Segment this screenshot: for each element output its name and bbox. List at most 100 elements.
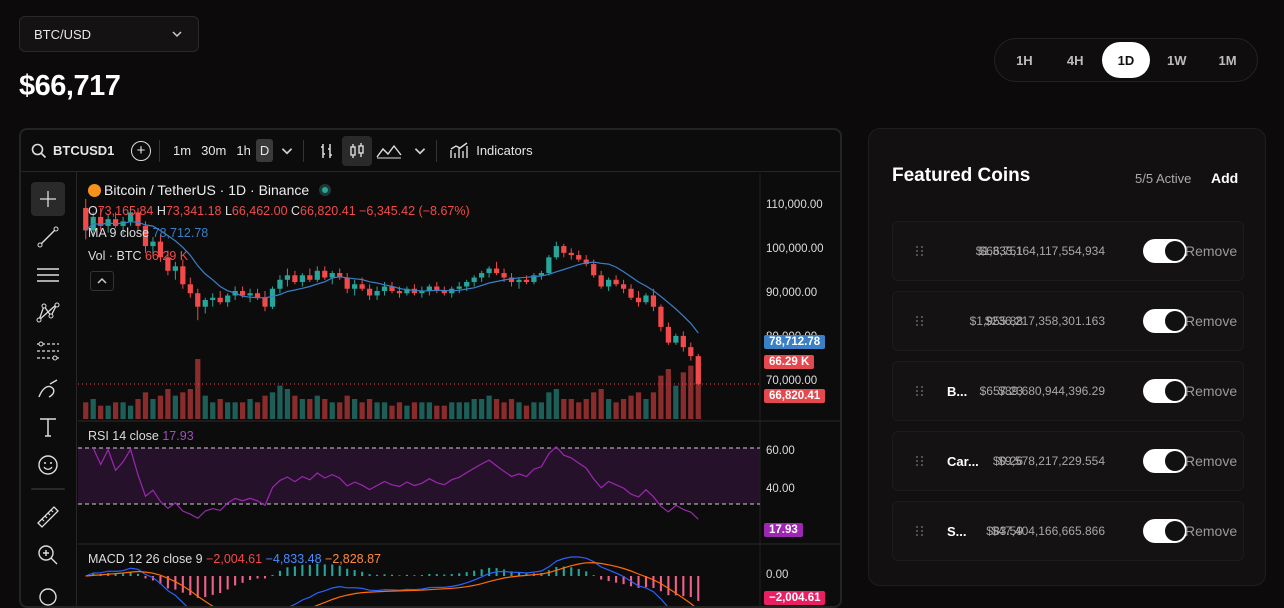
candle-body xyxy=(456,286,462,289)
horizontal-lines-icon[interactable] xyxy=(31,258,65,292)
zoom-in-icon[interactable] xyxy=(31,538,65,572)
remove-coin-button[interactable]: Remove xyxy=(1185,453,1238,469)
coin-active-toggle[interactable] xyxy=(1143,519,1187,543)
add-coin-button[interactable]: Add xyxy=(1211,170,1239,186)
candles-chart-type-icon[interactable] xyxy=(342,135,373,166)
pattern-icon[interactable] xyxy=(31,296,65,330)
candle-body xyxy=(307,275,313,280)
coin-active-toggle[interactable] xyxy=(1143,239,1187,263)
bar-chart-type-icon[interactable] xyxy=(312,136,342,166)
volume-bar xyxy=(225,402,231,419)
area-chart-type-icon[interactable] xyxy=(372,136,406,166)
coin-market-cap: $89,680,944,396.29 xyxy=(998,384,1105,398)
timeframe-4h[interactable]: 4H xyxy=(1066,52,1084,68)
coin-row[interactable]: S... $83.59 $47,404,166,665.866 Remove xyxy=(892,501,1244,561)
coin-row[interactable]: $66,751 $1,333,164,117,554,934 Remove xyxy=(892,221,1244,281)
ruler-icon[interactable] xyxy=(31,500,65,534)
timeframe-1m[interactable]: 1M xyxy=(1218,52,1237,68)
volume-bar xyxy=(486,395,492,419)
volume-value: 66.29 K xyxy=(144,249,189,263)
timeframe-1h[interactable]: 1H xyxy=(1016,52,1033,68)
volume-bar xyxy=(538,402,545,419)
symbol-search[interactable]: BTCUSD1 xyxy=(31,143,121,159)
rsi-value: 17.93 xyxy=(162,429,194,443)
interval-d[interactable]: D xyxy=(255,139,274,162)
candle-body xyxy=(643,295,649,303)
volume-bar xyxy=(471,399,477,419)
coin-active-toggle[interactable] xyxy=(1143,449,1187,473)
drag-handle-icon[interactable] xyxy=(915,385,925,397)
candle-body xyxy=(381,286,388,291)
drag-handle-icon[interactable] xyxy=(915,245,925,257)
volume-bar xyxy=(299,399,305,419)
coin-active-toggle[interactable] xyxy=(1143,309,1187,333)
volume-bar xyxy=(620,399,627,419)
macd-label: MACD 12 26 close 9 xyxy=(88,552,203,566)
coin-market-cap: $9,578,217,229.554 xyxy=(998,454,1105,468)
candle-body xyxy=(635,297,642,303)
coin-row[interactable]: $1,955.88 $236,217,358,301.163 Remove xyxy=(892,291,1244,351)
volume-bar xyxy=(307,399,313,419)
indicators-icon xyxy=(450,141,468,158)
chart-type-dropdown-icon[interactable] xyxy=(412,143,428,159)
indicators-button[interactable]: Indicators xyxy=(449,141,533,160)
remove-coin-button[interactable]: Remove xyxy=(1185,523,1238,539)
interval-1m[interactable]: 1m xyxy=(173,143,192,158)
coin-row[interactable]: B... $657.23 $89,680,944,396.29 Remove xyxy=(892,361,1244,421)
remove-coin-button[interactable]: Remove xyxy=(1185,243,1238,259)
volume-bar xyxy=(239,402,246,419)
magnet-icon[interactable] xyxy=(31,580,65,606)
rsi-legend: RSI 14 close 17.93 xyxy=(88,429,194,443)
ohlc-legend: O73,165.84 H73,341.18 L66,462.00 C66,820… xyxy=(88,204,470,218)
remove-coin-button[interactable]: Remove xyxy=(1185,383,1238,399)
candle-body xyxy=(493,268,500,274)
volume-bar xyxy=(464,402,470,419)
interval-dropdown-icon[interactable] xyxy=(279,143,295,159)
candle-body xyxy=(277,279,283,289)
emoji-icon[interactable] xyxy=(31,448,65,482)
drag-handle-icon[interactable] xyxy=(915,315,925,327)
coin-price: $0.26 xyxy=(992,454,1023,468)
ohlc-close: 66,820.41 xyxy=(300,204,356,218)
interval-30m[interactable]: 30m xyxy=(201,143,227,158)
timeframe-1w[interactable]: 1W xyxy=(1167,52,1187,68)
volume-bar xyxy=(553,389,559,419)
volume-bar xyxy=(202,395,208,419)
remove-coin-button[interactable]: Remove xyxy=(1185,313,1238,329)
crosshair-icon[interactable] xyxy=(31,182,65,216)
market-status-dot xyxy=(318,184,331,196)
brush-icon[interactable] xyxy=(31,372,65,406)
compare-add-icon[interactable]: + xyxy=(131,140,151,161)
drag-handle-icon[interactable] xyxy=(915,525,925,537)
volume-bar xyxy=(165,389,171,419)
coin-market-cap: $1,333,164,117,554,934 xyxy=(975,244,1105,258)
volume-bar xyxy=(426,402,432,419)
volume-bar xyxy=(396,402,403,419)
candle-body xyxy=(404,288,410,294)
timeframe-1d[interactable]: 1D xyxy=(1101,42,1150,78)
coin-market-cap: $47,404,166,665.866 xyxy=(991,524,1105,538)
pair-select[interactable]: BTC/USD xyxy=(19,16,199,52)
candle-body xyxy=(195,293,201,307)
last-price-tag: 66,820.41 xyxy=(764,389,826,403)
trend-line-icon[interactable] xyxy=(31,220,65,254)
candle-body xyxy=(665,326,671,343)
text-tool-icon[interactable] xyxy=(31,410,65,444)
coin-active-toggle[interactable] xyxy=(1143,379,1187,403)
coin-row[interactable]: Car... $0.26 $9,578,217,229.554 Remove xyxy=(892,431,1244,491)
coin-price: $657.23 xyxy=(979,384,1023,398)
candle-body xyxy=(210,297,216,300)
interval-1h[interactable]: 1h xyxy=(236,143,251,158)
chart-plot-area[interactable]: Bitcoin / TetherUS · 1D · Binance O73,16… xyxy=(78,173,840,606)
candle-body xyxy=(247,293,253,296)
volume-bar xyxy=(613,402,619,419)
candle-body xyxy=(165,257,171,271)
volume-bar xyxy=(344,395,350,419)
price-axis-label: 100,000.00 xyxy=(766,243,824,255)
collapse-legend-button[interactable] xyxy=(90,271,114,291)
drag-handle-icon[interactable] xyxy=(915,455,925,467)
tradingview-chart: BTCUSD1 + 1m 30m 1h D Indicators xyxy=(19,128,842,608)
macd-histogram-value: −2,004.61 xyxy=(206,552,263,566)
fib-retracement-icon[interactable] xyxy=(31,334,65,368)
candle-body xyxy=(142,225,149,247)
